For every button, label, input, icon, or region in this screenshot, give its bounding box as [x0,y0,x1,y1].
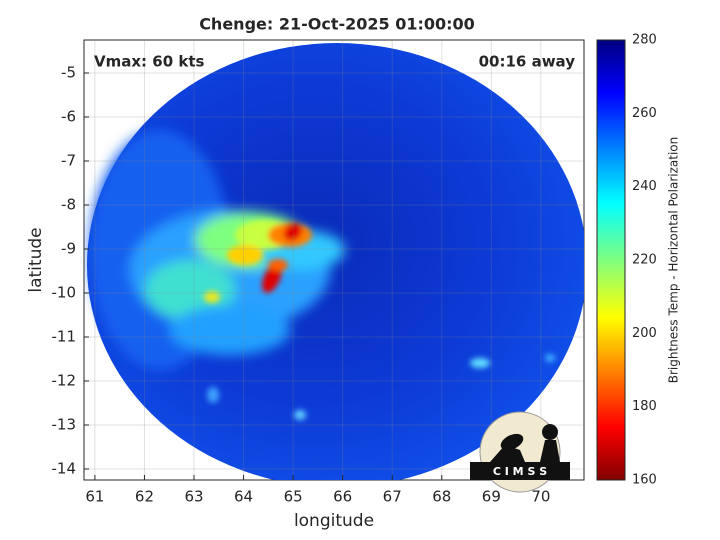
y-tick-label: -10 [52,284,77,302]
y-tick-label: -6 [61,108,76,126]
colorbar-tick-label: 240 [632,179,657,194]
colorbar [596,39,626,481]
x-axis-label: longitude [294,511,374,531]
colorbar-label: Brightness Temp - Horizontal Polarizatio… [667,137,681,384]
logo-text: C I M S S [493,465,547,478]
colorbar-tick-label: 260 [632,106,657,121]
colorbar-tick-label: 220 [632,253,657,268]
colorbar-tick-label: 180 [632,399,657,414]
x-tick-label: 68 [432,488,451,506]
y-tick-label: -13 [52,416,77,434]
chart-title: Chenge: 21-Oct-2025 01:00:00 [199,15,475,34]
y-tick-label: -5 [61,64,76,82]
x-tick-label: 70 [531,488,550,506]
x-tick-label: 61 [85,488,104,506]
x-tick-label: 64 [234,488,253,506]
y-tick-label: -14 [52,460,77,478]
y-tick-label: -11 [52,328,77,346]
x-tick-label: 69 [482,488,501,506]
y-tick-label: -8 [61,196,76,214]
x-tick-label: 65 [284,488,303,506]
y-tick-label: -7 [61,152,76,170]
y-tick-label: -9 [61,240,76,258]
x-tick-label: 66 [333,488,352,506]
colorbar-tick-label: 160 [632,473,657,488]
annotation: 00:16 away [479,53,576,71]
annotation: Vmax: 60 kts [94,53,204,71]
x-tick-label: 67 [383,488,402,506]
x-tick-label: 62 [135,488,154,506]
y-axis-label: latitude [26,227,46,292]
x-tick-label: 63 [184,488,203,506]
y-tick-label: -12 [52,372,77,390]
colorbar-tick-label: 280 [632,33,657,48]
colorbar-tick-label: 200 [632,326,657,341]
logo: C I M S S [470,411,570,493]
satellite-image [87,43,584,480]
